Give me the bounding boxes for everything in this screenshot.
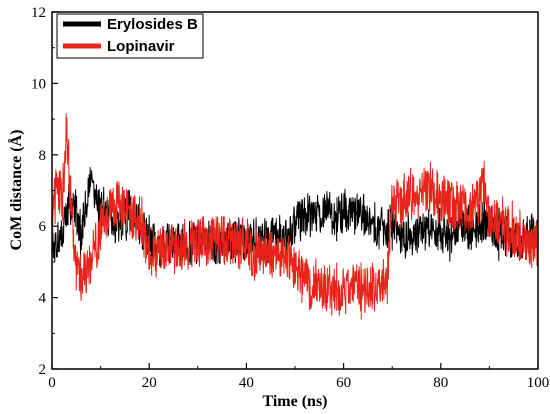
y-tick-label: 12 [31, 5, 46, 21]
legend-label-lopinavir: Lopinavir [107, 38, 175, 55]
y-tick-label: 2 [39, 362, 47, 378]
x-tick-label: 100 [527, 375, 550, 391]
legend-label-erylosides-b: Erylosides B [107, 16, 198, 33]
x-tick-label: 40 [239, 375, 254, 391]
x-tick-label: 0 [48, 375, 56, 391]
x-tick-label: 20 [142, 375, 157, 391]
x-tick-label: 80 [433, 375, 448, 391]
legend: Erylosides B Lopinavir [56, 13, 204, 59]
legend-box [56, 13, 204, 59]
y-axis-title: CoM distance (Å) [7, 130, 25, 251]
x-axis-title: Time (ns) [262, 393, 327, 410]
series-line-lopinavir [51, 113, 539, 320]
y-tick-label: 4 [39, 291, 47, 307]
y-tick-label: 10 [31, 76, 46, 92]
y-tick-label: 6 [39, 219, 47, 235]
plot-series [51, 113, 539, 320]
axis-ticks: 0 20 40 60 80 100 2 4 6 8 10 12 [31, 5, 549, 391]
x-tick-label: 60 [336, 375, 351, 391]
y-tick-label: 8 [39, 148, 47, 164]
